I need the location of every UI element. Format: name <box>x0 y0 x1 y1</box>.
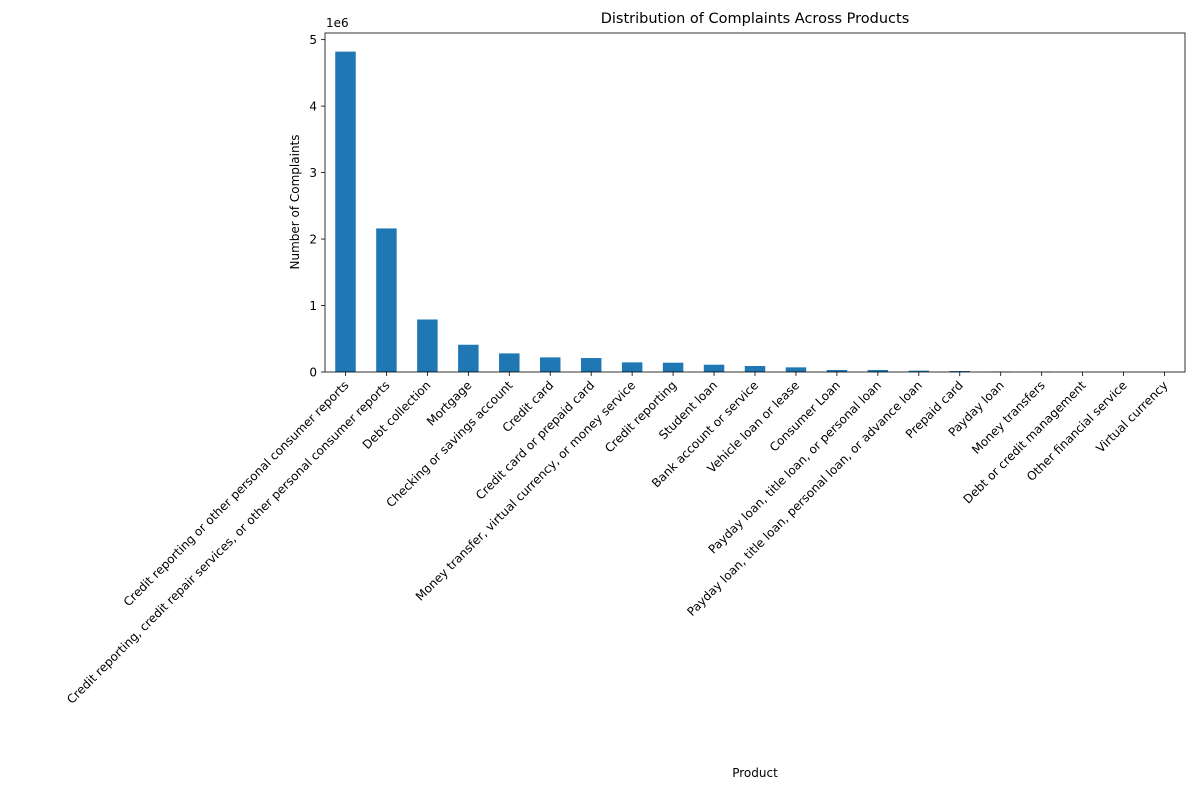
y-tick-label: 2 <box>309 233 317 247</box>
bar <box>540 357 561 372</box>
bar <box>499 353 520 372</box>
y-axis-label: Number of Complaints <box>288 134 302 269</box>
y-tick-label: 0 <box>309 366 317 380</box>
bar <box>908 370 930 372</box>
bar <box>744 366 766 372</box>
x-tick-label: Consumer Loan <box>767 378 843 454</box>
y-tick-label: 5 <box>309 33 317 47</box>
bar <box>826 370 848 372</box>
bar <box>662 362 684 372</box>
bar <box>458 344 479 372</box>
x-tick-label: Virtual currency <box>1093 378 1170 455</box>
bar <box>785 367 807 372</box>
x-tick-label: Credit reporting, credit repair services… <box>64 378 392 706</box>
plot-frame <box>324 32 1186 373</box>
bar <box>949 371 970 372</box>
x-tick-label: Credit reporting <box>602 378 679 455</box>
y-ticks-group: 0 1 2 3 4 5 <box>309 33 325 380</box>
bar <box>417 319 438 372</box>
y-tick-label: 1 <box>309 299 317 313</box>
bar <box>621 362 643 372</box>
chart-title: Distribution of Complaints Across Produc… <box>601 11 910 27</box>
bar <box>580 358 602 372</box>
bar <box>335 51 356 373</box>
y-offset-label: 1e6 <box>326 16 349 30</box>
x-axis-label: Product <box>732 766 778 780</box>
bars-group <box>335 51 1175 373</box>
bar <box>703 364 725 372</box>
y-tick-label: 3 <box>309 166 317 180</box>
y-tick-label: 4 <box>309 100 317 114</box>
bar <box>376 228 397 372</box>
bar <box>867 370 889 372</box>
x-tick-label: Credit reporting or other personal consu… <box>121 378 352 609</box>
x-ticks-group: Credit reporting or other personal consu… <box>64 372 1171 707</box>
x-tick-label: Money transfers <box>969 378 1048 457</box>
